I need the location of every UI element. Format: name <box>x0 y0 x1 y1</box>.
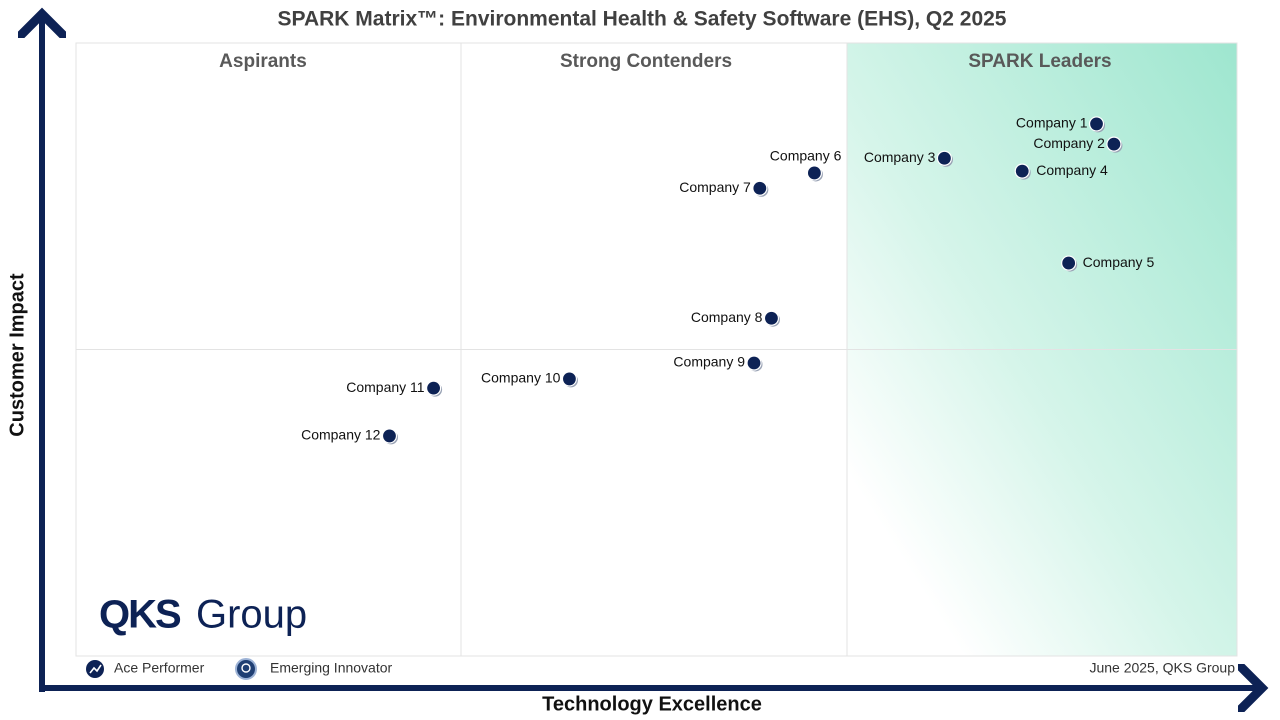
point <box>1088 116 1105 132</box>
point <box>381 428 398 444</box>
point-label: Company 3 <box>864 149 936 165</box>
footnote: June 2025, QKS Group <box>1089 660 1235 676</box>
point-label: Company 7 <box>679 179 751 195</box>
logo: QKS Group <box>99 593 307 637</box>
point-label: Company 11 <box>346 379 425 395</box>
legend-icon <box>89 664 102 674</box>
point-label: Company 9 <box>673 354 745 370</box>
point <box>806 165 822 181</box>
point <box>746 355 762 371</box>
legend-label: Emerging Innovator <box>270 660 393 676</box>
point-label: Company 6 <box>770 148 842 164</box>
point-label: Company 5 <box>1083 254 1155 270</box>
point <box>561 371 578 387</box>
quadrant-label: Aspirants <box>219 51 307 72</box>
point-label: Company 4 <box>1036 162 1108 178</box>
legend-label: Ace Performer <box>114 660 205 676</box>
quadrant-label: SPARK Leaders <box>968 51 1111 72</box>
legend-icon <box>241 663 251 673</box>
quadrant-label: Strong Contenders <box>560 51 732 72</box>
y-axis-label: Customer Impact <box>6 273 28 437</box>
point-label: Company 10 <box>481 370 561 386</box>
point <box>1014 163 1030 179</box>
point-label: Company 1 <box>1016 115 1088 131</box>
point <box>763 310 780 326</box>
point-label: Company 12 <box>301 427 381 443</box>
point <box>752 180 768 196</box>
point <box>1061 255 1077 271</box>
point-label: Company 8 <box>691 309 763 325</box>
point <box>425 380 442 396</box>
logo-text: Group <box>196 593 307 637</box>
point <box>1106 136 1122 152</box>
legend-icon <box>235 658 257 680</box>
logo-mark: QKS <box>99 593 181 637</box>
point <box>936 150 953 166</box>
chart-title: SPARK Matrix™: Environmental Health & Sa… <box>278 8 1007 31</box>
point-label: Company 2 <box>1033 135 1105 151</box>
x-axis-label: Technology Excellence <box>542 693 762 715</box>
